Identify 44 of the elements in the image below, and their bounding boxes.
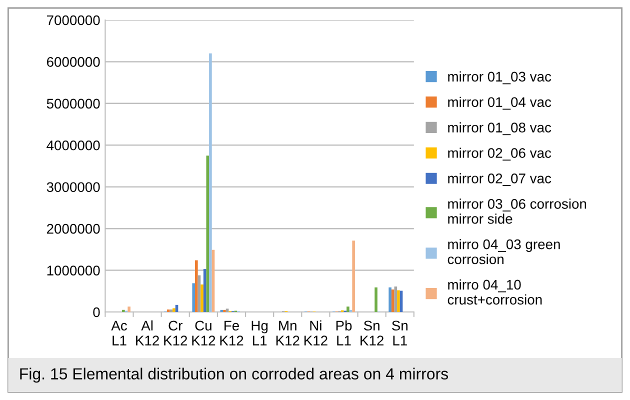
x-tick-label: Ac L1 (111, 320, 127, 346)
bar (346, 306, 350, 312)
y-tick-label: 4000000 (46, 140, 100, 150)
legend-label: mirro 04_03 green corrosion (448, 239, 560, 264)
bar (195, 260, 198, 312)
bar (226, 308, 229, 312)
x-tick-label: Mn K12 (276, 320, 300, 346)
bar (388, 287, 392, 312)
bar (397, 290, 400, 312)
x-tick-label: Fe K12 (220, 320, 244, 346)
bar (172, 308, 176, 312)
y-tick-label: 6000000 (46, 57, 100, 67)
legend-label: mirror 02_07 vac (448, 173, 552, 186)
y-tick-label: 7000000 (46, 15, 100, 26)
x-tick-label: Ni K12 (304, 320, 328, 346)
x-tick-label: Sn L1 (392, 320, 408, 346)
text: Fig. 15 Elemental distribution on corroded areas on 4 mirrors (20, 368, 448, 383)
x-tick-label: Cr K12 (164, 320, 188, 346)
x-tick-label: Hg L1 (252, 320, 268, 346)
y-tick-label: 2000000 (46, 224, 100, 234)
y-tick-label: 0 (93, 307, 100, 318)
y-tick-label: 3000000 (46, 182, 100, 192)
bar (374, 287, 378, 312)
x-tick-label: Pb L1 (336, 320, 352, 346)
legend-label: mirror 03_06 corrosion mirror side (448, 198, 586, 224)
y-tick-label: 1000000 (47, 266, 100, 276)
bar (209, 53, 212, 312)
legend-label: mirror 02_06 vac (448, 148, 552, 161)
legend-label: mirror 01_03 vac (448, 71, 552, 84)
bar (192, 283, 196, 312)
x-tick-label: Cu K12 (192, 320, 216, 346)
x-tick-label: Al K12 (136, 320, 159, 346)
legend-label: mirror 01_08 vac (448, 122, 552, 136)
bar (400, 290, 403, 312)
bar (166, 309, 170, 312)
bar (200, 284, 204, 312)
y-tick-label: 5000000 (46, 98, 100, 109)
x-tick-label: Sn K12 (360, 320, 384, 346)
bar (352, 240, 355, 312)
bar (391, 289, 394, 312)
legend-label: mirro 04_10 crust+corrosion (448, 279, 542, 305)
bar (128, 306, 130, 312)
bar (206, 156, 210, 312)
legend-label: mirror 01_04 vac (448, 96, 552, 110)
